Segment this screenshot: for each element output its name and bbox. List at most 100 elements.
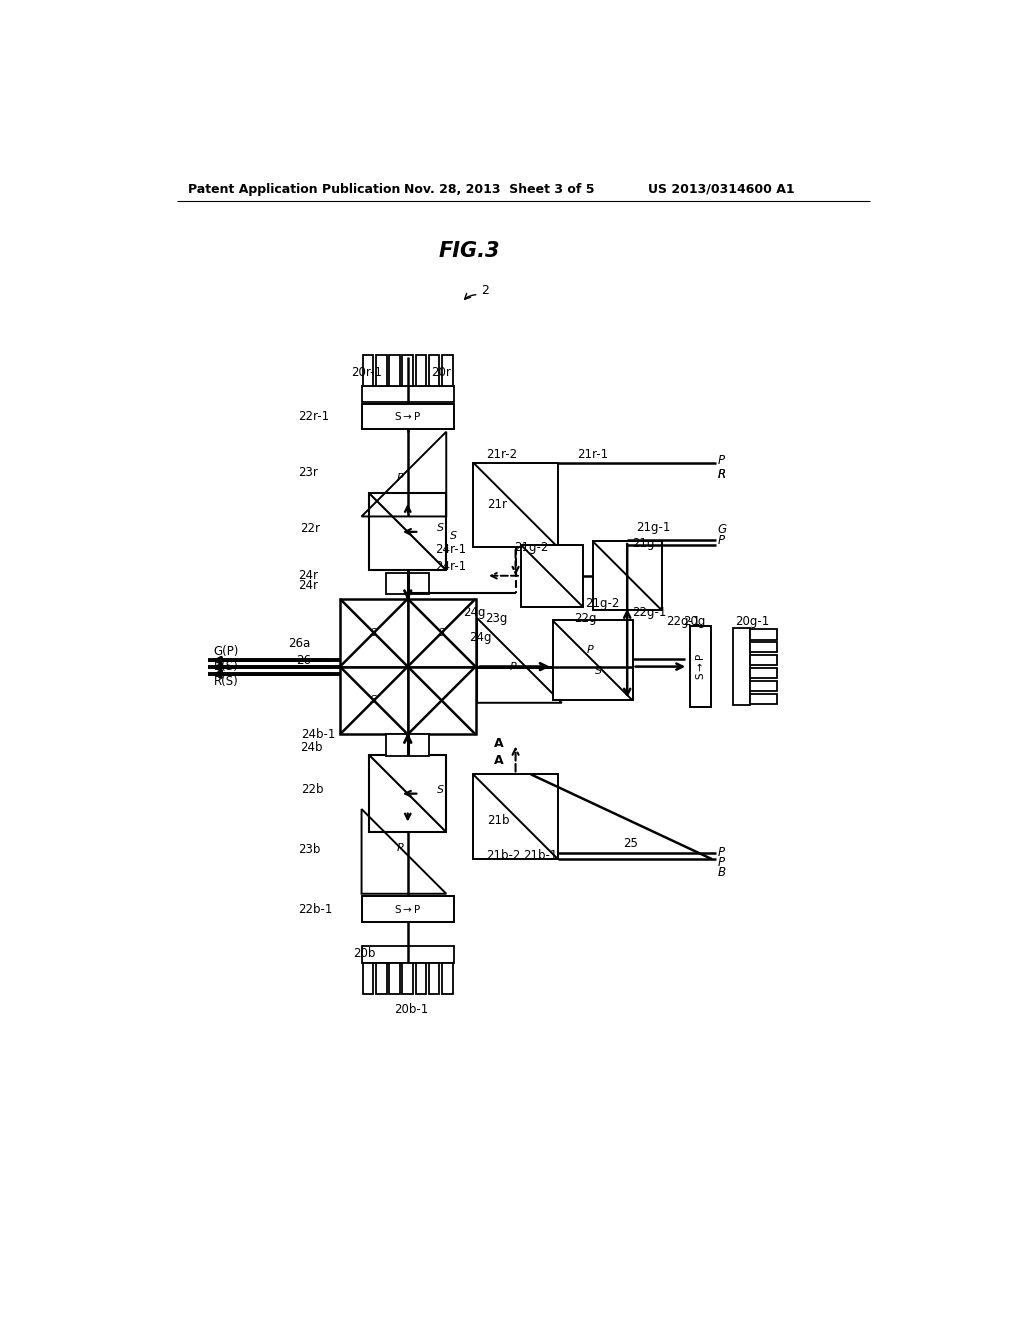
Text: 24r-1: 24r-1	[435, 543, 466, 556]
Text: 24b: 24b	[300, 741, 323, 754]
Text: 21r-1: 21r-1	[578, 449, 608, 462]
Bar	[593, 541, 662, 610]
Text: Patent Application Publication: Patent Application Publication	[188, 182, 400, 195]
Bar	[340, 667, 408, 734]
Bar	[751, 630, 777, 640]
Text: 21g: 21g	[633, 537, 655, 550]
Text: 21g-1: 21g-1	[637, 521, 671, 535]
Bar	[340, 599, 408, 667]
Bar	[402, 355, 413, 385]
Bar	[361, 385, 454, 403]
Text: 22g-1: 22g-1	[666, 615, 700, 628]
Text: 25: 25	[624, 837, 638, 850]
Text: 21b: 21b	[487, 814, 510, 828]
Text: 20b: 20b	[353, 946, 376, 960]
Bar	[473, 775, 558, 859]
Bar	[751, 643, 777, 652]
Bar	[361, 946, 454, 964]
Text: S: S	[438, 628, 445, 638]
Text: 20r: 20r	[431, 366, 451, 379]
Text: A: A	[494, 754, 504, 767]
Text: 22r-1: 22r-1	[298, 409, 329, 422]
Text: 2: 2	[481, 284, 488, 297]
Bar	[376, 355, 387, 385]
Text: 21b-1: 21b-1	[523, 849, 558, 862]
Bar	[362, 355, 374, 385]
Text: 21g-2: 21g-2	[514, 541, 549, 554]
Text: S$\rightarrow$P: S$\rightarrow$P	[394, 411, 421, 422]
Text: P: P	[717, 454, 724, 467]
Text: P: P	[396, 473, 403, 483]
Text: 20b-1: 20b-1	[394, 1003, 428, 1016]
Bar	[751, 681, 777, 690]
Bar	[689, 626, 711, 708]
Bar	[389, 964, 399, 994]
Bar	[386, 573, 429, 594]
Text: 23r: 23r	[298, 466, 318, 479]
Bar	[429, 355, 439, 385]
Bar	[370, 755, 446, 832]
Bar	[553, 620, 633, 701]
Text: 21r: 21r	[487, 499, 507, 511]
Bar	[751, 655, 777, 665]
Text: 24r: 24r	[298, 569, 318, 582]
Text: 24g: 24g	[469, 631, 492, 644]
Text: 23g: 23g	[484, 612, 507, 626]
Text: 23b: 23b	[298, 843, 321, 857]
Text: R: R	[717, 467, 725, 480]
Text: P: P	[717, 846, 724, 859]
Text: 26: 26	[296, 653, 311, 667]
Bar	[402, 964, 413, 994]
Bar	[473, 462, 558, 548]
Bar	[429, 964, 439, 994]
Text: P: P	[396, 842, 403, 853]
Text: G: G	[717, 523, 726, 536]
Text: P: P	[587, 644, 593, 655]
Text: P: P	[510, 661, 517, 672]
Text: S: S	[436, 523, 443, 533]
Text: 21r-2: 21r-2	[486, 449, 517, 462]
Text: 20g-1: 20g-1	[735, 615, 769, 628]
Text: S$\rightarrow$P: S$\rightarrow$P	[394, 903, 421, 915]
Bar	[408, 667, 475, 734]
Text: 24b-1: 24b-1	[301, 727, 336, 741]
Text: 20g: 20g	[683, 615, 706, 628]
Text: S: S	[451, 531, 458, 541]
Text: B(S): B(S)	[214, 660, 239, 673]
Bar	[751, 668, 777, 678]
Text: 22b-1: 22b-1	[298, 903, 333, 916]
Bar	[386, 734, 429, 756]
Text: 21b-2: 21b-2	[486, 849, 520, 862]
Text: 24r: 24r	[298, 579, 318, 593]
Text: FIG.3: FIG.3	[438, 240, 500, 261]
Text: 26a: 26a	[289, 638, 310, 649]
Text: S: S	[595, 667, 602, 676]
Text: 24g: 24g	[463, 606, 485, 619]
Bar	[361, 404, 454, 429]
Text: P: P	[717, 533, 724, 546]
Bar	[370, 494, 446, 570]
Text: Nov. 28, 2013  Sheet 3 of 5: Nov. 28, 2013 Sheet 3 of 5	[403, 182, 594, 195]
Text: S$\rightarrow$P: S$\rightarrow$P	[694, 653, 707, 680]
Text: P: P	[717, 857, 724, 870]
Text: R(S): R(S)	[214, 675, 239, 688]
Text: S: S	[371, 628, 378, 638]
Bar	[733, 628, 751, 705]
Bar	[416, 355, 426, 385]
Text: S: S	[371, 696, 378, 705]
Bar	[408, 599, 475, 667]
Text: 22g-1: 22g-1	[633, 606, 667, 619]
Text: R: R	[717, 467, 725, 480]
Text: 22g: 22g	[574, 612, 597, 626]
Text: US 2013/0314600 A1: US 2013/0314600 A1	[648, 182, 795, 195]
Text: 20r-1: 20r-1	[351, 366, 383, 379]
Text: G(P): G(P)	[214, 644, 239, 657]
Bar	[376, 964, 387, 994]
Text: B: B	[717, 866, 725, 879]
Text: 22r: 22r	[300, 521, 319, 535]
Bar	[521, 545, 583, 607]
Bar	[751, 693, 777, 704]
Bar	[442, 964, 453, 994]
Text: A: A	[494, 737, 504, 750]
Bar	[442, 355, 453, 385]
